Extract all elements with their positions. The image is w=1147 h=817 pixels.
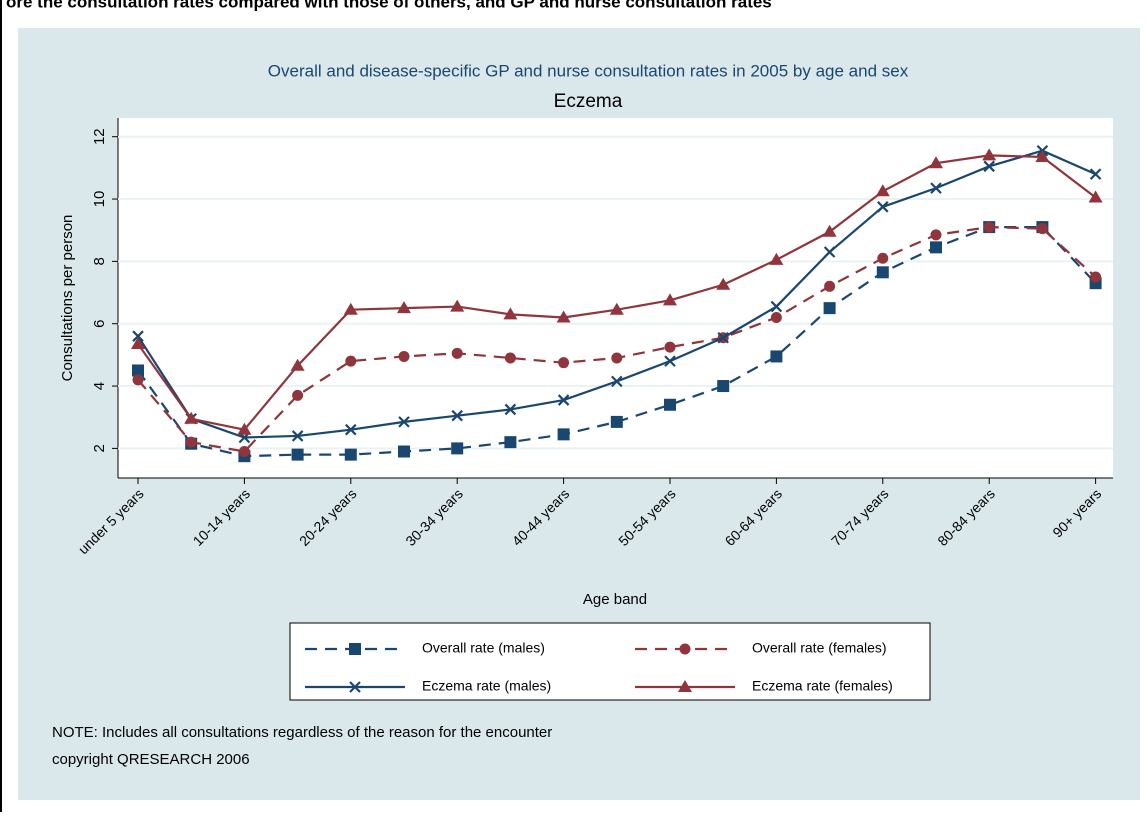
marker — [557, 428, 570, 441]
marker — [291, 430, 304, 442]
marker — [451, 409, 463, 422]
y-axis-label: Consultations per person — [59, 215, 76, 382]
legend-marker — [679, 643, 691, 655]
marker — [398, 416, 410, 428]
legend-label: Overall rate (females) — [752, 640, 887, 656]
marker — [345, 355, 357, 367]
y-tick-label: 6 — [91, 320, 108, 328]
marker — [237, 422, 252, 435]
marker — [823, 302, 836, 315]
marker — [450, 299, 465, 312]
marker — [398, 445, 410, 458]
marker — [876, 266, 889, 279]
marker — [824, 280, 836, 292]
marker — [875, 184, 890, 197]
legend-marker — [678, 680, 692, 692]
marker — [664, 355, 676, 367]
marker — [610, 415, 623, 428]
chart-subtitle: Eczema — [554, 91, 623, 112]
marker — [558, 357, 570, 369]
marker — [823, 246, 836, 258]
marker — [1090, 271, 1102, 283]
marker — [770, 300, 783, 313]
legend-marker — [349, 643, 361, 655]
y-tick-label: 8 — [91, 257, 108, 265]
marker — [185, 436, 197, 448]
clipped-header: ore the consultation rates compared with… — [6, 0, 772, 11]
marker — [611, 352, 623, 364]
marker — [609, 302, 624, 315]
marker — [770, 350, 783, 363]
marker — [504, 436, 517, 449]
marker — [132, 330, 144, 342]
y-tick-label: 4 — [91, 382, 108, 390]
marker — [611, 375, 623, 388]
marker — [184, 411, 199, 424]
marker — [556, 310, 571, 323]
marker — [504, 352, 516, 364]
marker — [503, 307, 518, 320]
marker — [929, 156, 943, 169]
marker — [663, 293, 677, 306]
x-axis-label: Age band — [583, 591, 647, 608]
marker — [930, 182, 942, 194]
marker — [397, 301, 411, 314]
marker — [557, 394, 570, 406]
marker — [664, 398, 676, 411]
marker — [877, 201, 889, 213]
marker — [344, 448, 357, 461]
marker — [290, 358, 305, 371]
marker — [131, 336, 145, 349]
legend-label: Eczema rate (males) — [422, 678, 551, 694]
marker — [717, 380, 730, 393]
legend-label: Overall rate (males) — [422, 640, 545, 656]
marker — [982, 148, 997, 161]
marker — [983, 160, 995, 173]
marker — [451, 347, 463, 359]
marker — [983, 221, 995, 233]
copyright: copyright QRESEARCH 2006 — [52, 751, 250, 768]
marker — [504, 403, 517, 416]
marker — [132, 374, 144, 386]
marker — [343, 302, 358, 315]
marker — [292, 389, 304, 401]
marker — [769, 252, 784, 265]
marker — [238, 446, 250, 458]
chart-title: Overall and disease-specific GP and nurs… — [268, 61, 909, 80]
y-tick-label: 2 — [91, 444, 108, 452]
marker — [930, 229, 942, 241]
marker — [877, 252, 889, 264]
y-tick-label: 10 — [91, 191, 108, 208]
legend-label: Eczema rate (females) — [752, 678, 893, 694]
marker — [291, 448, 304, 461]
marker — [398, 350, 410, 362]
marker — [930, 241, 942, 254]
y-tick-label: 12 — [91, 128, 108, 145]
marker — [664, 341, 676, 353]
marker — [717, 331, 729, 344]
marker — [1036, 223, 1048, 235]
marker — [822, 224, 837, 237]
marker — [132, 364, 144, 377]
marker — [345, 423, 357, 436]
marker — [1089, 168, 1102, 180]
marker — [451, 442, 464, 455]
marker — [1035, 149, 1050, 162]
marker — [716, 277, 731, 290]
legend-marker — [349, 681, 361, 693]
marker — [770, 311, 782, 323]
note: NOTE: Includes all consultations regardl… — [52, 724, 552, 741]
marker — [1088, 190, 1103, 203]
